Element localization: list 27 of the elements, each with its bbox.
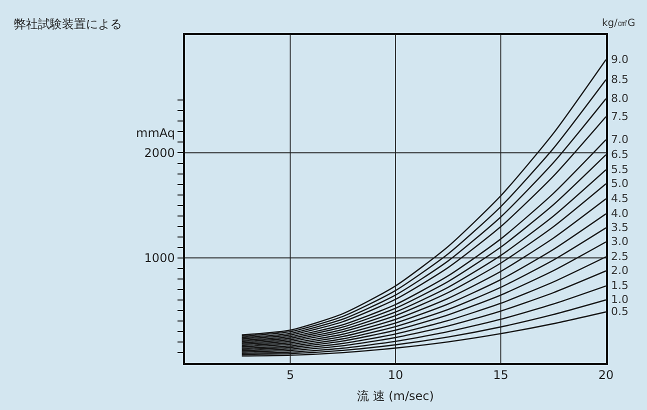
- series-label: 9.0: [611, 53, 628, 66]
- series-label: 3.5: [611, 221, 628, 234]
- series-label: 2.5: [611, 250, 628, 263]
- x-tick-label: 20: [598, 368, 614, 382]
- series-label: 4.5: [611, 192, 628, 205]
- series-label: 0.5: [611, 305, 628, 318]
- series-label: 4.0: [611, 207, 628, 220]
- series-label: 8.5: [611, 73, 628, 86]
- series-label: 2.0: [611, 264, 628, 277]
- y-tick-label: 1000: [144, 251, 175, 266]
- series-label: 7.5: [611, 110, 628, 123]
- x-tick-label: 10: [388, 368, 404, 382]
- y-axis-title: mmAq: [136, 126, 175, 140]
- series-label: 7.0: [611, 133, 628, 146]
- series-label: 1.0: [611, 293, 628, 306]
- x-axis-title: 流 速 (m/sec): [357, 389, 434, 403]
- series-label: 5.5: [611, 163, 628, 176]
- series-label: 6.5: [611, 148, 628, 161]
- x-tick-label: 15: [493, 368, 508, 382]
- series-label: 8.0: [611, 92, 628, 105]
- series-label: 3.0: [611, 235, 628, 248]
- text: 弊社試験装置による: [14, 17, 122, 31]
- series-label: 5.0: [611, 177, 628, 190]
- series-label: 1.5: [611, 279, 628, 292]
- x-tick-label: 5: [286, 368, 294, 382]
- legend-title: kg/㎠G: [602, 18, 636, 29]
- y-tick-label: 2000: [144, 146, 175, 160]
